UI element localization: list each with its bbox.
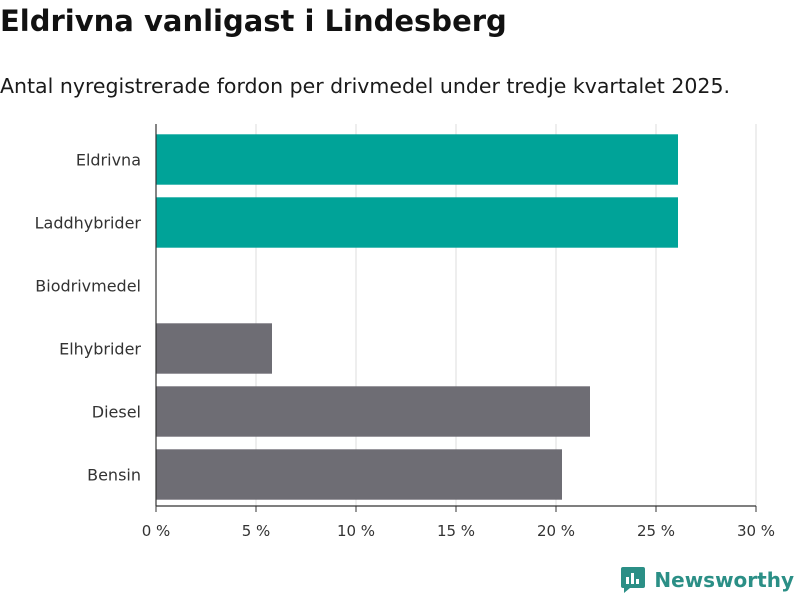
category-label: Elhybrider (59, 340, 141, 359)
category-label: Laddhybrider (35, 214, 142, 233)
bar-chart-logo-icon (621, 567, 646, 593)
tick-label: 25 % (637, 522, 675, 540)
bar-chart: Eldrivna Laddhybrider Biodrivmedel Elhybrid… (35, 124, 775, 540)
category-label: Eldrivna (76, 151, 141, 170)
brand-logo: Newsworthy (620, 566, 794, 594)
category-label: Biodrivmedel (35, 277, 141, 296)
grid-lines (255, 124, 757, 506)
tick-label: 20 % (537, 522, 575, 540)
bar-diesel (156, 386, 590, 437)
tick-label: 15 % (437, 522, 475, 540)
tick-label: 0 % (142, 522, 171, 540)
tick-label: 10 % (337, 522, 375, 540)
category-label: Diesel (92, 403, 141, 422)
tick-labels: 0 % 5 % 10 % 15 % 20 % 25 % 30 % (142, 522, 775, 540)
brand-name: Newsworthy (654, 568, 794, 592)
axes (155, 124, 757, 512)
bar-eldrivna (156, 134, 678, 185)
bar-bensin (156, 449, 562, 500)
category-label: Bensin (87, 466, 141, 485)
category-labels: Eldrivna Laddhybrider Biodrivmedel Elhybrid… (35, 151, 142, 485)
bar-laddhybrider (156, 197, 678, 248)
chart-subtitle: Antal nyregistrerade fordon per drivmede… (0, 74, 731, 98)
tick-label: 30 % (737, 522, 775, 540)
chart-title: Eldrivna vanligast i Lindesberg (0, 4, 507, 38)
tick-label: 5 % (242, 522, 271, 540)
bars (156, 134, 678, 500)
bar-elhybrider (156, 323, 272, 374)
